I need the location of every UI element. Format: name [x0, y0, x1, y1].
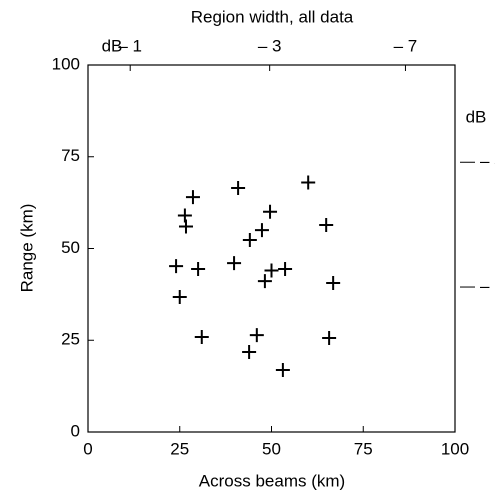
point [242, 233, 257, 248]
x-tick-label: 100 [441, 439, 469, 458]
y-tick-label: 25 [61, 330, 80, 349]
point [264, 263, 279, 278]
plot-frame [87, 64, 456, 433]
y2-tick-label: – 1 [480, 277, 495, 296]
y-tick-label: 75 [61, 146, 80, 165]
point [194, 329, 209, 344]
point [278, 262, 293, 277]
point [242, 344, 257, 359]
point [263, 204, 278, 219]
x-tick-label: 75 [354, 439, 373, 458]
y2-tick-label: – 3 [480, 152, 495, 171]
x2-tick-label: – 3 [258, 36, 282, 55]
y-tick-label: 100 [52, 54, 80, 73]
point [254, 223, 269, 238]
x2-tick-label: – 1 [118, 36, 142, 55]
x2-unit: dB [102, 36, 123, 55]
point [257, 274, 272, 289]
point [249, 328, 264, 343]
x-tick-label: 25 [170, 439, 189, 458]
y-tick-label: 0 [71, 421, 80, 440]
point [326, 275, 341, 290]
point [172, 289, 187, 304]
point [231, 180, 246, 195]
point [322, 331, 337, 346]
point [227, 256, 242, 271]
point [275, 362, 290, 377]
x-tick-label: 50 [262, 439, 281, 458]
point [319, 218, 334, 233]
chart-title: Region width, all data [191, 7, 354, 26]
y-axis-label: Range (km) [17, 204, 36, 293]
y2-unit: dB [466, 107, 487, 126]
point [301, 175, 316, 190]
point [169, 259, 184, 274]
point [185, 190, 200, 205]
y-tick-label: 50 [61, 238, 80, 257]
x2-tick-label: – 7 [394, 36, 418, 55]
x-tick-label: 0 [83, 439, 92, 458]
point [177, 208, 192, 223]
point [191, 262, 206, 277]
x-axis-label: Across beams (km) [199, 471, 345, 490]
point [178, 219, 193, 234]
